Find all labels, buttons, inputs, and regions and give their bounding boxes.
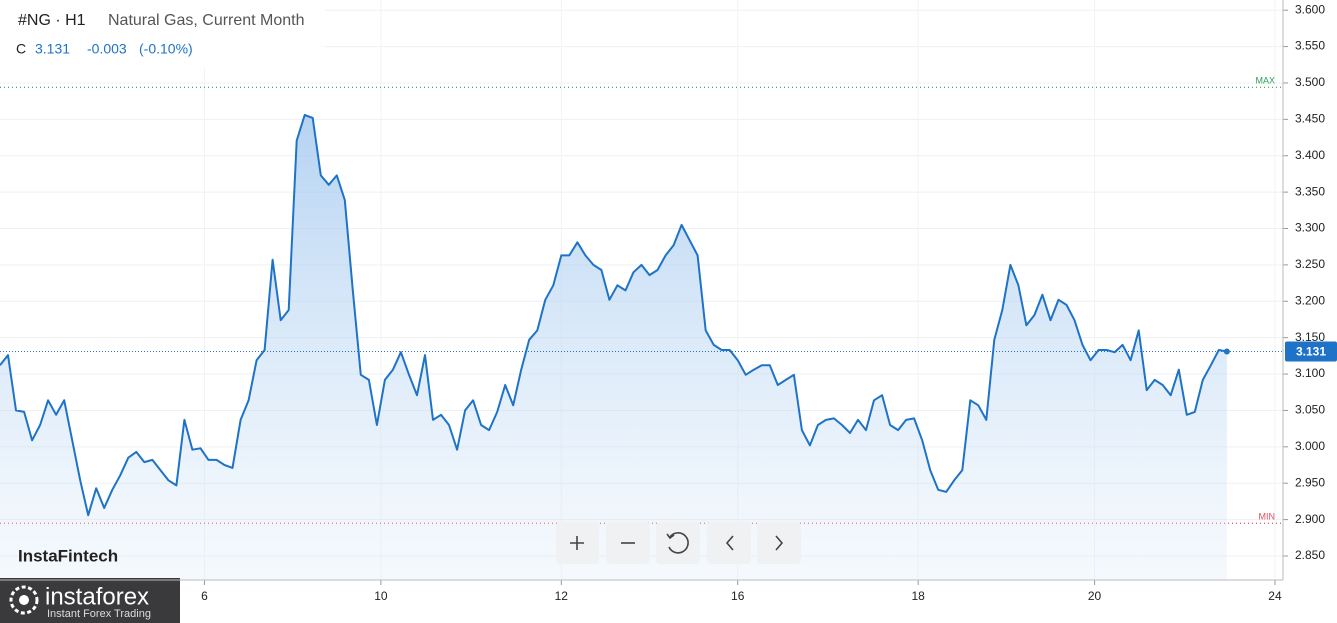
- y-tick-label: 3.400: [1295, 148, 1325, 162]
- zoom-controls: [556, 522, 801, 564]
- right-icon: [775, 535, 784, 551]
- instrument-name: Natural Gas, Current Month: [108, 12, 305, 29]
- y-tick-label: 2.950: [1295, 475, 1325, 489]
- change: -0.003: [87, 41, 127, 57]
- y-tick-label: 3.600: [1295, 2, 1325, 16]
- y-tick-label: 2.900: [1295, 512, 1325, 526]
- y-tick-label: 3.100: [1295, 366, 1325, 380]
- logo-icon-core: [19, 595, 29, 605]
- x-tick-label: 10: [374, 589, 388, 603]
- plot: [0, 86, 1283, 580]
- plus-icon: [570, 536, 584, 550]
- y-tick-label: 3.150: [1295, 330, 1325, 344]
- close-value: 3.131: [35, 41, 70, 57]
- area: [0, 115, 1227, 580]
- max-line-label: MAX: [1255, 76, 1275, 86]
- min-line-label: MIN: [1259, 512, 1276, 522]
- logo-bg: [0, 578, 180, 623]
- ohlc-label: C: [16, 41, 26, 57]
- logo-tagline: Instant Forex Trading: [47, 608, 151, 620]
- last-price-tag: [1285, 341, 1337, 362]
- reset-button[interactable]: [656, 522, 700, 564]
- change-percent: (-0.10%): [139, 41, 193, 57]
- x-tick-label: 16: [731, 589, 745, 603]
- legend-bg: [0, 0, 325, 68]
- x-tick-label: 6: [201, 589, 208, 603]
- y-tick-label: 3.250: [1295, 257, 1325, 271]
- y-tick-label: 3.000: [1295, 439, 1325, 453]
- y-tick-label: 2.850: [1295, 548, 1325, 562]
- logo-icon: [9, 585, 39, 615]
- reset-icon: [668, 532, 689, 554]
- x-tick-label: 18: [911, 589, 925, 603]
- scroll-left-button[interactable]: [707, 522, 751, 564]
- x-tick-label: 20: [1088, 589, 1102, 603]
- y-tick-label: 3.450: [1295, 112, 1325, 126]
- y-tick-label: 3.200: [1295, 293, 1325, 307]
- price-line: [0, 114, 1228, 517]
- last-price-label: 3.131: [1296, 345, 1326, 359]
- reset-arrow: [666, 533, 675, 540]
- last-point: [1223, 348, 1230, 355]
- logo: instaforex Instant Forex Trading: [0, 578, 180, 623]
- x-tick-label: 24: [1268, 589, 1282, 603]
- y-tick-label: 3.050: [1295, 403, 1325, 417]
- x-tick-label: 12: [555, 589, 569, 603]
- y-tick-label: 3.300: [1295, 221, 1325, 235]
- y-tick-label: 3.500: [1295, 75, 1325, 89]
- left-icon: [725, 535, 734, 551]
- y-tick-label: 3.350: [1295, 184, 1325, 198]
- watermark: InstaFintech: [18, 546, 118, 565]
- logo-name: instaforex: [45, 583, 149, 610]
- symbol: #NG · H1: [18, 12, 86, 29]
- scroll-right-button[interactable]: [757, 522, 801, 564]
- y-tick-label: 3.550: [1295, 39, 1325, 53]
